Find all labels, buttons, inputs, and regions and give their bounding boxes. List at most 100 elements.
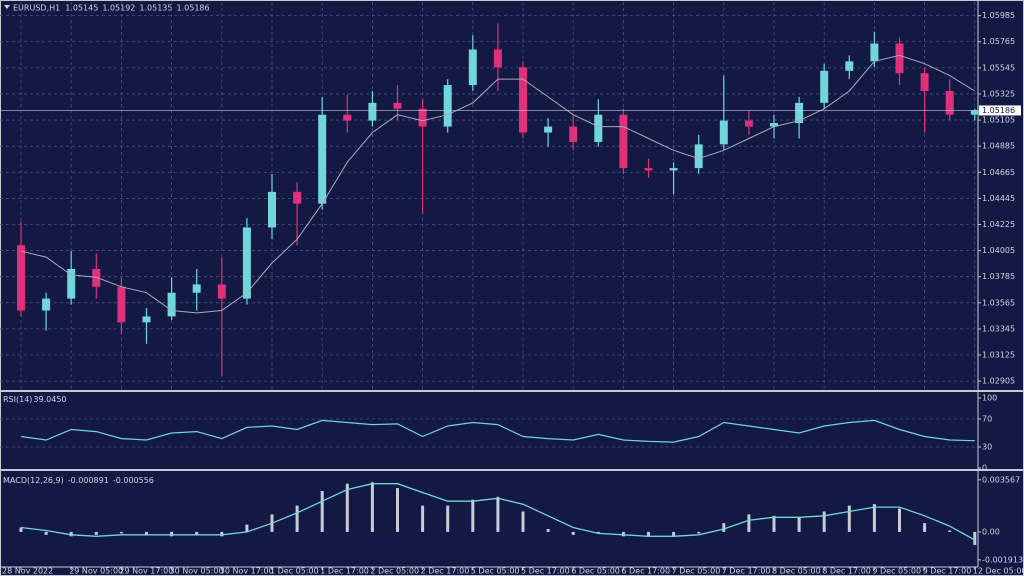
- y-tick-label: 1.04885: [982, 142, 1015, 151]
- macd-bar: [370, 482, 374, 532]
- x-tick-label: 9 Dec 17:00: [923, 567, 972, 576]
- macd-bar: [571, 531, 575, 535]
- macd-bar: [396, 488, 399, 532]
- y-tick-label: 1.05105: [982, 116, 1015, 125]
- candle-body: [117, 286, 126, 323]
- candle-body: [167, 292, 176, 317]
- macd-bar: [822, 511, 826, 532]
- candle-body: [17, 245, 25, 311]
- macd-bar: [722, 523, 726, 532]
- y-tick-label: 0.00: [982, 527, 1000, 536]
- macd-bar: [596, 531, 600, 534]
- x-tick-label: 8 Dec 17:00: [822, 567, 871, 576]
- candle-body: [217, 284, 226, 299]
- y-tick-label: 30: [982, 443, 992, 452]
- macd-bar: [195, 531, 199, 535]
- candle-body: [795, 102, 804, 124]
- menu-arrow[interactable]: [4, 5, 10, 9]
- macd-bar: [69, 531, 73, 537]
- candle-body: [719, 120, 728, 145]
- macd-bar: [647, 531, 650, 537]
- macd-bar: [923, 523, 927, 532]
- candle-body: [619, 114, 628, 169]
- rsi-line: [20, 419, 975, 443]
- candle-body: [268, 191, 276, 228]
- x-tick-label: 9 Dec 05:00: [872, 567, 921, 576]
- rsi-current: 39.0450: [33, 395, 66, 404]
- y-tick-label: 70: [982, 415, 992, 424]
- candle-body: [67, 268, 76, 299]
- candle-body: [644, 168, 653, 171]
- x-tick-label: 6 Dec 17:00: [621, 567, 670, 576]
- macd-bar: [672, 531, 676, 537]
- rsi-title: RSI(14): [3, 395, 32, 404]
- y-tick-label: 1.03345: [982, 324, 1015, 333]
- candle-body: [669, 168, 678, 171]
- candle-body: [192, 284, 201, 293]
- y-tick-label: 1.05985: [982, 11, 1015, 20]
- header-open: 1.05145: [65, 3, 98, 12]
- candle-body: [468, 49, 477, 86]
- current-price-tag: [979, 105, 1021, 116]
- candle-body: [920, 73, 929, 91]
- y-tick-label: 1.02905: [982, 377, 1015, 386]
- y-tick-label: 1.03785: [982, 272, 1015, 281]
- x-tick-label: 12 Dec 05:00: [973, 567, 1024, 576]
- candle-body: [142, 316, 151, 323]
- y-tick-label: 1.04005: [982, 246, 1015, 255]
- header-low: 1.05135: [139, 3, 172, 12]
- macd-bar: [421, 505, 425, 532]
- macd-bar: [772, 515, 776, 532]
- signal-current: -0.000556: [113, 476, 154, 485]
- candle-body: [870, 43, 879, 62]
- current-price-label: 1.05186: [982, 106, 1015, 115]
- rsi-header: RSI(14)39.0450: [3, 395, 67, 404]
- candle-body: [242, 227, 251, 299]
- macd-bar: [119, 531, 123, 534]
- y-tick-label: 1.03125: [982, 350, 1015, 359]
- candle-body: [945, 90, 954, 115]
- y-tick-label: 1.04445: [982, 194, 1015, 203]
- x-tick-label: 5 Dec 05:00: [471, 567, 520, 576]
- candle-body: [970, 110, 979, 115]
- candle-body: [694, 144, 703, 169]
- macd-current: -0.000891: [68, 476, 109, 485]
- x-tick-label: 29 Nov 17:00: [119, 567, 173, 576]
- x-tick-label: 29 Nov 05:00: [69, 567, 123, 576]
- candle-body: [820, 70, 829, 103]
- signal-line: [20, 483, 976, 541]
- plot-layer: [0, 2, 978, 448]
- candle-body: [744, 120, 753, 127]
- macd-bar: [471, 499, 475, 532]
- candle-body: [418, 108, 427, 127]
- macd-bar: [847, 505, 851, 532]
- header-close: 1.05186: [177, 3, 210, 12]
- macd-bar: [170, 531, 174, 537]
- candle-body: [895, 43, 904, 74]
- x-tick-label: 1 Dec 05:00: [270, 567, 319, 576]
- macd-bar: [697, 531, 701, 534]
- candle-body: [293, 191, 302, 204]
- macd-bar: [345, 483, 349, 532]
- moving-average: [20, 54, 976, 314]
- candle-body: [42, 298, 51, 311]
- candle-body: [569, 126, 578, 143]
- x-tick-label: 30 Nov 17:00: [220, 567, 274, 576]
- macd-bar: [872, 504, 876, 532]
- macd-bar: [94, 531, 98, 535]
- macd-bar: [44, 531, 48, 535]
- x-tick-label: 2 Dec 17:00: [421, 567, 470, 576]
- y-tick-label: 0: [982, 464, 987, 473]
- macd-bar: [245, 524, 249, 532]
- y-tick-label: 1.05545: [982, 63, 1015, 72]
- macd-bar: [446, 505, 450, 532]
- x-tick-label: 1 Dec 17:00: [320, 567, 369, 576]
- x-tick-label: 7 Dec 17:00: [722, 567, 771, 576]
- x-tick-label: 8 Dec 05:00: [772, 567, 821, 576]
- chart-header: EURUSD,H1 1.05145 1.05192 1.05135 1.05186: [13, 3, 210, 12]
- candle-body: [770, 123, 778, 127]
- candle-body: [519, 67, 527, 133]
